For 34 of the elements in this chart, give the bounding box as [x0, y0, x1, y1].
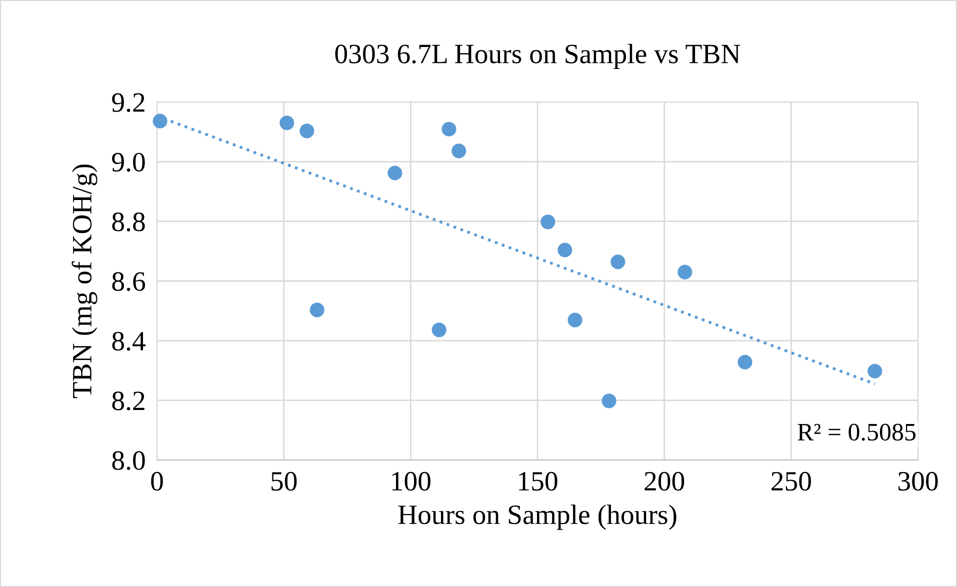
y-tick-label: 9.0: [112, 152, 145, 172]
point: [452, 144, 466, 158]
x-tick-label: 200: [644, 472, 684, 491]
point: [432, 322, 446, 338]
y-tick-label: 8.8: [112, 212, 145, 232]
y-axis-title: TBN (mg of KOH/g): [72, 164, 98, 398]
point: [738, 354, 752, 370]
y-tick-label: 8.4: [112, 332, 146, 351]
annotation: R² = 0.5085: [798, 424, 916, 441]
point: [558, 242, 572, 258]
point: [388, 166, 402, 180]
x-tick-label: 0: [151, 472, 163, 491]
point: [678, 264, 692, 280]
point: [152, 114, 168, 128]
x-tick-label: 250: [772, 472, 811, 491]
point: [280, 116, 294, 130]
point: [442, 122, 456, 136]
point: [540, 214, 556, 230]
y-tick-label: 8.6: [112, 272, 146, 292]
point: [568, 312, 582, 328]
x-tick-label: 300: [898, 472, 938, 491]
point: [300, 124, 314, 138]
x-axis-title: Hours on Sample (hours): [398, 504, 676, 530]
point: [868, 364, 882, 378]
x-tick-label: 100: [392, 472, 430, 491]
point: [310, 302, 324, 318]
x-tick-label: 50: [272, 472, 297, 491]
y-tick-label: 8.0: [112, 451, 145, 470]
point: [602, 394, 616, 408]
chart-title: 0303 6.7L Hours on Sample vs TBN: [335, 44, 740, 70]
x-tick-label: 150: [519, 472, 558, 491]
y-tick-label: 8.2: [112, 392, 144, 410]
point: [610, 254, 626, 270]
y-tick-label: 9.2: [112, 93, 144, 112]
